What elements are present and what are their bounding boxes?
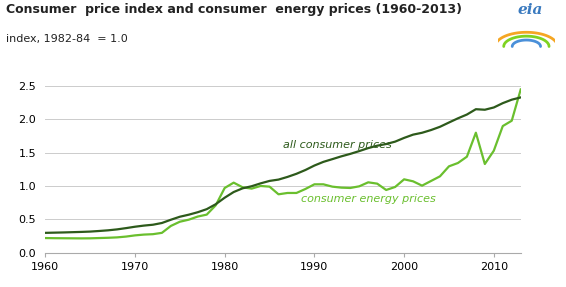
Text: consumer energy prices: consumer energy prices xyxy=(301,194,436,204)
Text: Consumer  price index and consumer  energy prices (1960-2013): Consumer price index and consumer energy… xyxy=(6,3,462,16)
Text: index, 1982-84  = 1.0: index, 1982-84 = 1.0 xyxy=(6,34,127,44)
Text: all consumer prices: all consumer prices xyxy=(283,140,392,150)
Text: eia: eia xyxy=(518,3,543,17)
